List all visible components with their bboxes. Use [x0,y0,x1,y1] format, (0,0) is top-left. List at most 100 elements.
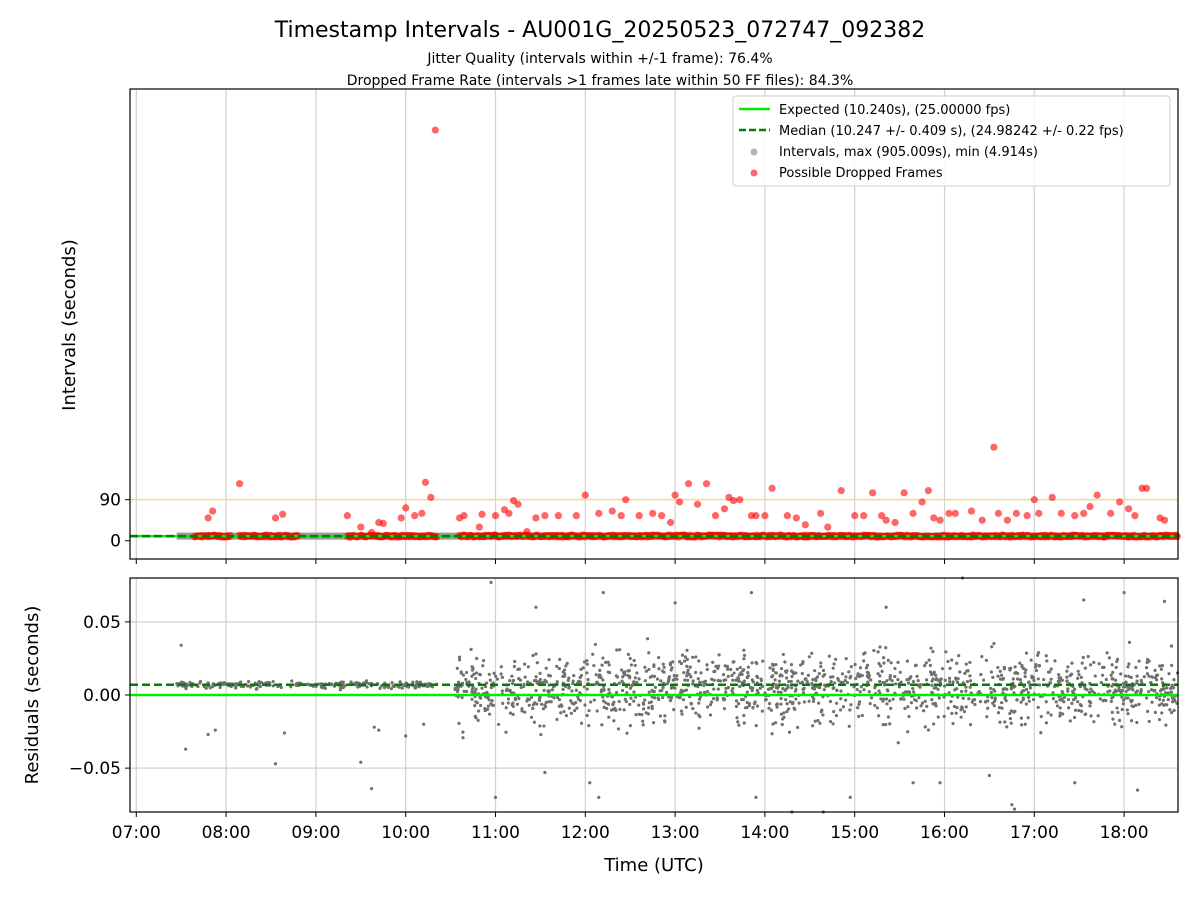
residual-point [464,677,468,682]
x-tick-label: 16:00 [920,823,969,843]
residual-point [821,668,826,673]
residual-point [1027,699,1031,703]
residual-point [1103,698,1107,702]
residual-point [782,715,786,719]
legend-dropped-swatch [750,169,758,177]
residual-point [1158,664,1162,668]
residual-point [680,712,684,716]
residual-point [834,713,838,718]
residual-point [1093,674,1097,678]
residual-point [964,705,968,709]
residual-point [323,686,327,690]
residual-point [619,668,624,672]
residual-point [888,722,892,726]
residual-point [1018,678,1023,682]
residual-point [1024,687,1029,691]
residual-point [869,696,874,700]
dropped-frame-point [930,514,938,522]
intervals-plot-frame [129,88,1179,560]
residual-point [839,697,843,701]
residual-point [1057,673,1061,677]
residual-point [865,663,870,667]
residual-point [1003,687,1007,691]
residual-point [908,676,912,680]
residual-point [473,704,477,708]
residual-point [928,670,933,674]
residual-point [663,714,667,718]
residual-point [579,667,583,672]
residual-point [673,601,677,605]
residual-point [1031,697,1036,702]
residual-point [722,698,726,702]
residual-point [517,696,521,701]
residual-point [1076,669,1080,673]
residual-point [599,675,603,680]
residual-point [1134,691,1138,695]
residual-point [827,654,831,658]
residual-point [1013,709,1017,713]
residual-point [607,670,612,675]
residual-point [539,732,543,737]
residual-point [886,715,891,719]
residual-point [817,671,821,676]
residual-point [1051,691,1055,695]
residual-point [784,676,789,680]
residual-point [567,685,571,689]
residual-point [685,664,689,668]
residual-point [523,662,527,666]
residual-point [938,781,942,785]
residual-point [807,655,811,659]
residual-point [626,673,630,678]
residual-point [1118,718,1122,723]
residual-point [653,685,658,689]
residual-point [647,690,651,694]
residual-point [602,699,606,703]
residual-point [665,682,670,686]
dropped-frame-point [702,480,711,488]
residual-point [641,723,645,727]
residual-point [1020,663,1024,668]
residual-point [1111,670,1115,674]
residual-point [637,703,641,707]
residual-point [965,680,970,684]
residual-point [602,705,606,709]
residual-point [476,718,480,722]
x-tick-label: 18:00 [1100,823,1149,843]
residual-point [708,703,713,707]
residual-point [198,681,202,685]
residual-point [832,710,836,714]
residual-point [591,652,595,656]
residual-point [353,682,357,686]
residual-point [1129,675,1133,680]
residual-point [841,705,845,709]
residual-point [1099,680,1103,685]
residual-point [896,660,900,664]
residual-point [642,707,646,711]
residual-point [932,722,936,726]
residual-point [957,654,961,658]
residual-point [959,708,963,712]
residual-point [616,727,621,731]
residual-point [742,653,747,657]
dropped-frame-point [1012,509,1020,517]
residual-point [1152,689,1156,693]
residual-point [474,716,478,720]
residual-point [970,700,974,704]
residual-point [1029,658,1033,662]
residual-point [737,673,742,677]
residual-point [516,667,520,672]
residual-point [942,695,946,699]
residual-point [671,678,675,682]
residual-point [886,658,890,662]
residual-point [222,681,226,685]
residual-point [1051,697,1056,701]
residual-point [786,685,790,689]
residual-point [531,653,535,658]
residual-point [678,695,682,700]
residual-point [916,679,920,683]
residual-point [857,700,862,704]
residual-point [990,645,994,649]
residual-point [903,690,908,694]
residual-point [549,700,553,704]
residual-point [860,673,864,678]
